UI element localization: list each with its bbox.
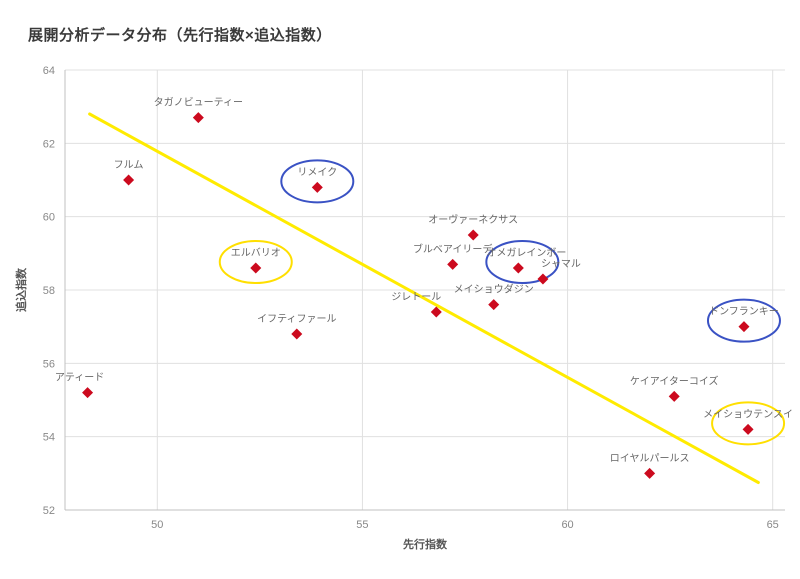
data-point-marker xyxy=(668,390,680,402)
point-label: ドンフランキー xyxy=(709,306,779,318)
point-label: メイショウダジン xyxy=(454,283,534,296)
data-point-marker xyxy=(447,258,459,270)
data-point-marker xyxy=(192,112,204,124)
point-label: ブルベアイリーデ xyxy=(413,242,493,255)
data-point-marker xyxy=(82,387,94,399)
x-tick-label: 65 xyxy=(767,519,779,531)
point-label: タガノビューティー xyxy=(154,97,243,109)
point-label: ジレトール xyxy=(391,292,441,303)
point-label: ロイヤルパールス xyxy=(610,452,690,464)
data-point-marker xyxy=(644,467,656,479)
data-point-marker xyxy=(123,174,135,186)
highlight-ellipse-yellow xyxy=(711,401,786,446)
y-tick-label: 62 xyxy=(43,138,55,150)
y-tick-label: 64 xyxy=(43,65,55,77)
data-point-marker xyxy=(291,328,303,340)
y-tick-label: 54 xyxy=(43,432,55,444)
point-label: オメガレインボー xyxy=(486,247,566,259)
highlight-ellipse-yellow xyxy=(218,240,293,284)
data-point-marker xyxy=(738,321,750,333)
point-label: アティード xyxy=(55,373,104,384)
y-tick-label: 52 xyxy=(43,505,55,517)
chart-title: 展開分析データ分布（先行指数×追込指数） xyxy=(28,27,332,44)
y-axis-title: 追込指数 xyxy=(14,267,28,312)
data-point-marker xyxy=(742,423,754,435)
x-tick-label: 60 xyxy=(561,519,573,531)
point-label: オーヴァーネクサス xyxy=(428,213,518,226)
highlight-ellipse-blue xyxy=(280,159,355,204)
point-label: イフティファール xyxy=(257,314,336,325)
data-point-marker xyxy=(430,306,442,318)
data-point-marker xyxy=(311,181,323,193)
highlight-ellipse-blue xyxy=(485,240,560,284)
highlight-ellipse-blue xyxy=(706,298,781,343)
data-point-marker xyxy=(488,299,500,311)
point-label: フルム xyxy=(114,159,144,171)
data-point-marker xyxy=(467,229,479,241)
trend-line xyxy=(88,112,760,484)
y-tick-label: 60 xyxy=(43,212,55,224)
point-label: シャマル xyxy=(541,259,581,270)
data-point-marker xyxy=(537,273,549,285)
point-label: エルバリオ xyxy=(231,247,281,259)
data-point-marker xyxy=(512,262,524,274)
x-tick-label: 55 xyxy=(356,519,368,531)
x-tick-label: 50 xyxy=(151,519,163,531)
point-label: メイショウテンスイ xyxy=(703,408,793,420)
y-tick-label: 56 xyxy=(43,358,55,370)
data-point-marker xyxy=(250,262,262,274)
point-label: リメイク xyxy=(297,166,337,178)
point-label: ケイアイターコイズ xyxy=(630,374,719,387)
x-axis-title: 先行指数 xyxy=(403,537,448,551)
y-tick-label: 58 xyxy=(43,285,55,297)
